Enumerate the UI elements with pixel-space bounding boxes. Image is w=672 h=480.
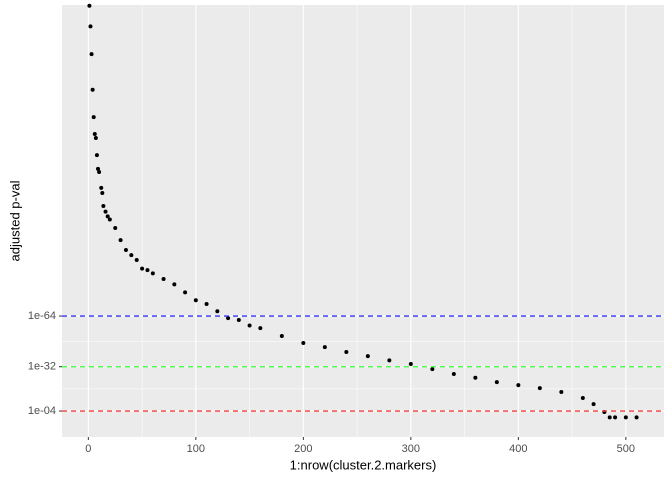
panel: [62, 5, 664, 437]
point: [279, 334, 284, 339]
point: [99, 185, 104, 190]
point: [172, 282, 177, 287]
x-tick-label: 0: [85, 443, 91, 455]
point: [97, 170, 102, 175]
x-tick-label: 500: [617, 443, 635, 455]
point: [408, 362, 413, 367]
point: [473, 375, 478, 380]
point: [134, 258, 139, 263]
point: [623, 415, 628, 420]
point: [322, 345, 327, 350]
point: [226, 316, 231, 321]
point: [150, 271, 155, 276]
point: [613, 415, 618, 420]
point: [301, 340, 306, 345]
point: [129, 253, 134, 258]
point: [215, 309, 220, 314]
y-tick-label: 1e-64: [28, 310, 56, 322]
point: [140, 266, 145, 271]
point: [118, 238, 123, 243]
point: [113, 226, 118, 231]
point: [494, 380, 499, 385]
point: [591, 402, 596, 407]
point: [91, 115, 96, 120]
point: [89, 52, 94, 57]
x-tick-label: 300: [402, 443, 420, 455]
point: [516, 383, 521, 388]
point: [93, 135, 98, 140]
point: [451, 371, 456, 376]
point: [537, 386, 542, 391]
point: [88, 24, 93, 29]
point: [105, 214, 110, 219]
point: [430, 367, 435, 372]
point: [236, 318, 241, 323]
point: [387, 358, 392, 363]
point: [107, 217, 112, 222]
y-tick-label: 1e-32: [28, 361, 56, 373]
y-tick-label: 1e-04: [28, 405, 56, 417]
point: [634, 415, 639, 420]
point: [580, 396, 585, 401]
point: [559, 390, 564, 395]
point: [161, 277, 166, 282]
point: [103, 209, 108, 214]
point: [183, 290, 188, 295]
point: [94, 153, 99, 158]
point: [123, 248, 128, 253]
point: [96, 166, 101, 171]
point: [365, 354, 370, 359]
marks: [62, 3, 664, 420]
point: [258, 326, 263, 331]
y-axis-title: adjusted p-val: [7, 180, 22, 261]
x-tick-label: 400: [509, 443, 527, 455]
point: [344, 349, 349, 354]
point: [193, 298, 198, 303]
point: [145, 268, 150, 273]
point: [100, 191, 105, 196]
point: [87, 3, 92, 8]
point: [247, 323, 252, 328]
x-axis-title: 1:nrow(cluster.2.markers): [290, 457, 437, 472]
x-tick-label: 200: [294, 443, 312, 455]
point: [607, 415, 612, 420]
x-tick-label: 100: [187, 443, 205, 455]
point: [101, 204, 106, 209]
point: [90, 87, 95, 92]
point: [92, 132, 97, 137]
point: [204, 302, 209, 307]
